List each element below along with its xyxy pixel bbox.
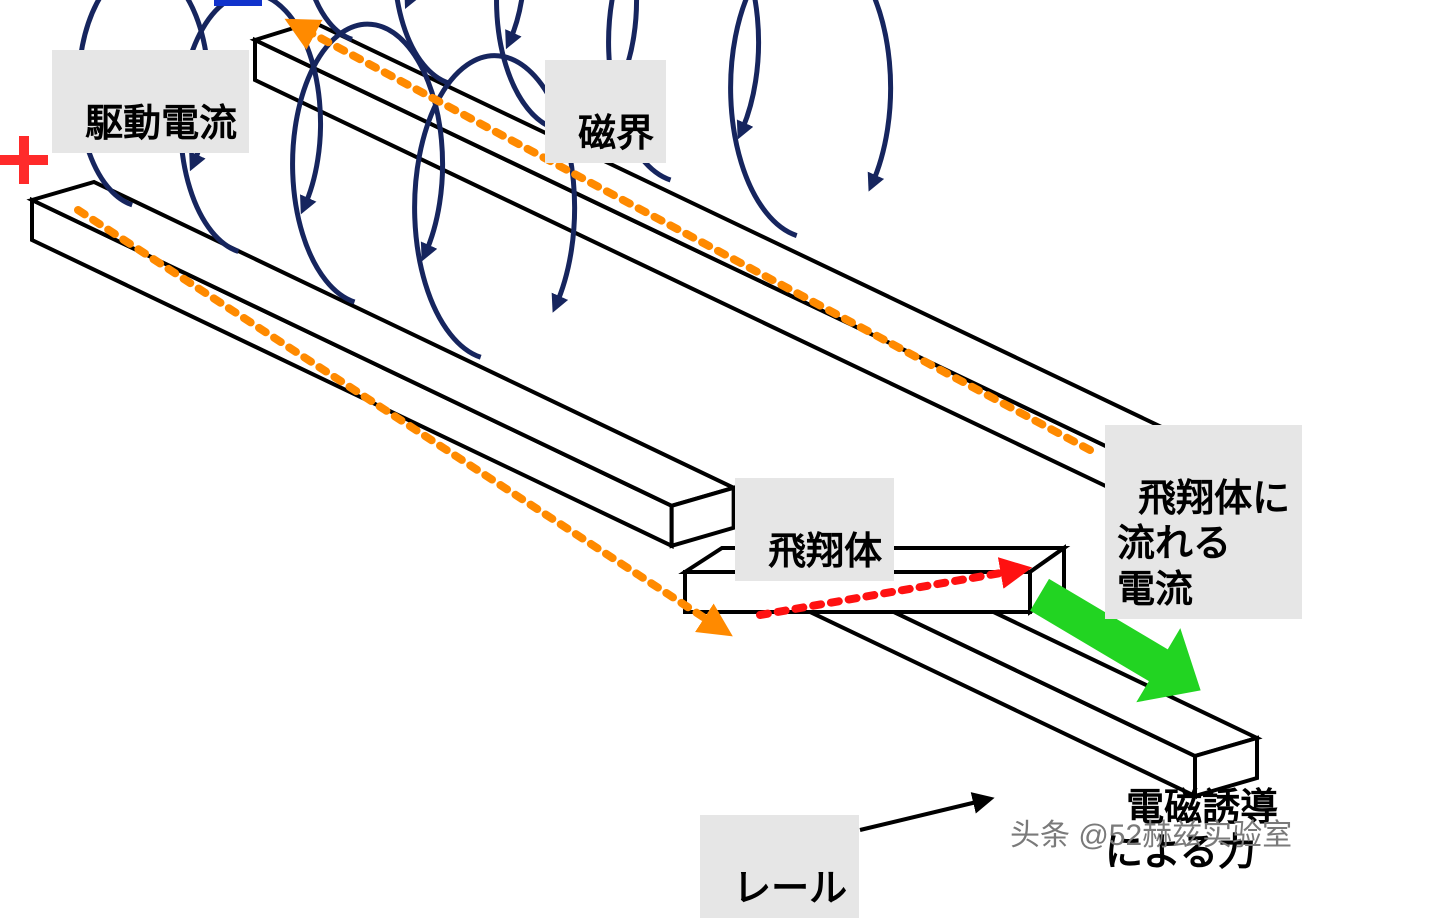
watermark-text: 头条 @52赫兹实验室 (1010, 819, 1292, 852)
field-loop-upper-4 (731, 0, 891, 236)
label-projectile-text: 飛翔体 (768, 531, 882, 573)
upper-rail-front (255, 40, 1114, 490)
label-magnetic-field-text: 磁界 (578, 113, 654, 155)
label-magnetic-field: 磁界 (545, 60, 666, 163)
label-drive-current: 駆動電流 (52, 50, 249, 153)
label-rail: レール (700, 815, 859, 918)
current-lower (78, 210, 720, 628)
lower-rail-seg1-front (32, 200, 672, 546)
watermark: 头条 @52赫兹实验室 (1010, 810, 1292, 854)
label-projectile-current-text: 飛翔体に 流れる 電流 (1117, 478, 1290, 611)
label-rail-text: レール (733, 868, 847, 910)
label-drive-current-text: 駆動電流 (85, 103, 237, 145)
label-projectile-current: 飛翔体に 流れる 電流 (1105, 425, 1302, 619)
label-projectile: 飛翔体 (735, 478, 894, 581)
pointer-rail (860, 800, 985, 830)
label-em-force: 電磁誘導 による力 (1105, 740, 1278, 877)
